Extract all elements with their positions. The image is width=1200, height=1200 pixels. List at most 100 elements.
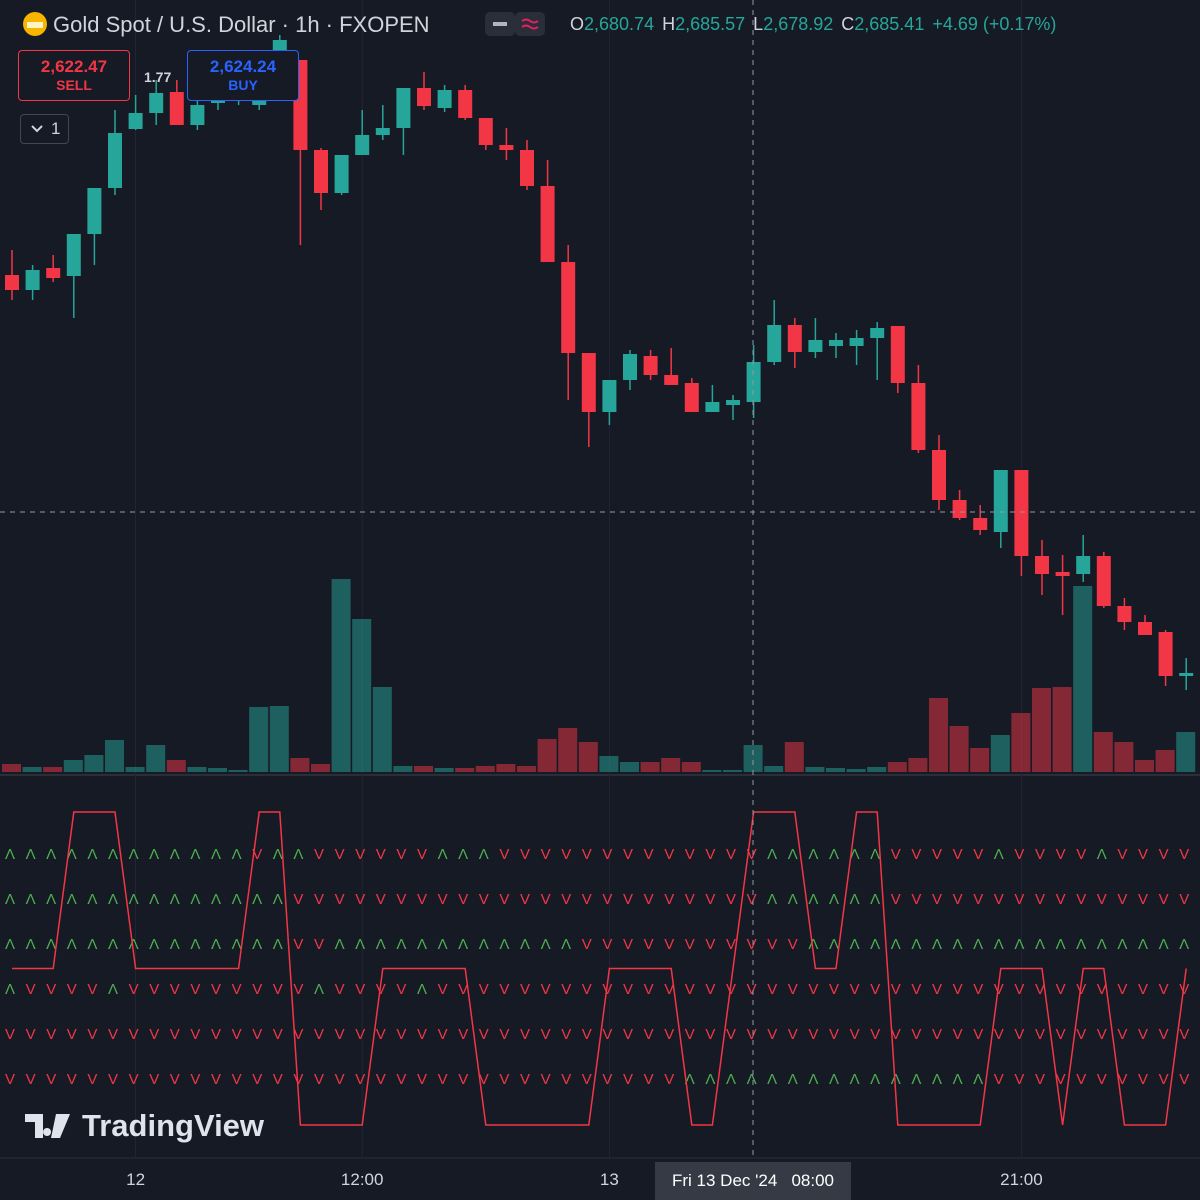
volume-bar xyxy=(63,760,83,772)
candle-body xyxy=(1055,572,1070,576)
volume-bar xyxy=(578,742,598,772)
volume-bar xyxy=(970,748,990,772)
candle-body xyxy=(149,93,164,113)
chevron xyxy=(31,125,43,133)
candle-body xyxy=(746,362,761,402)
candle-body xyxy=(829,340,843,346)
indicators-count: 1 xyxy=(51,119,61,138)
volume-bar xyxy=(22,767,42,772)
candle-body xyxy=(128,113,143,129)
candle-body xyxy=(561,262,576,353)
candle-body xyxy=(355,135,370,155)
candle-body xyxy=(581,353,596,412)
candle-body xyxy=(993,470,1008,532)
volume-bar xyxy=(661,758,681,772)
candle-body xyxy=(520,150,534,186)
candle-body xyxy=(932,450,946,500)
volume-bar xyxy=(990,735,1010,772)
volume-bar xyxy=(1155,750,1175,772)
volume-bar xyxy=(784,742,804,772)
volume-bar xyxy=(249,707,269,772)
candle-body xyxy=(108,133,122,188)
candle-body xyxy=(664,375,679,385)
sell-button[interactable]: 2,622.47 SELL xyxy=(18,50,130,101)
open: 2,680.74 xyxy=(584,14,655,34)
candle-body xyxy=(1076,556,1091,574)
volume-bar xyxy=(166,760,186,772)
candle-body xyxy=(1035,556,1049,574)
volume-bar xyxy=(805,767,825,772)
indicators-toggle[interactable]: 1 xyxy=(20,114,69,144)
volume-bar xyxy=(558,728,578,772)
volume-bar xyxy=(1011,713,1031,772)
volume-bar xyxy=(1176,732,1196,772)
volume-bar xyxy=(2,764,21,772)
candle-body xyxy=(890,326,905,383)
spread: 1.77 xyxy=(144,69,172,85)
symbol-icon-bar xyxy=(27,22,43,28)
volume-bar xyxy=(743,745,763,772)
candle-body xyxy=(952,500,967,518)
candle-body xyxy=(849,338,864,346)
volume-bar xyxy=(208,768,227,772)
o-label: O xyxy=(570,14,585,34)
volume-bar xyxy=(393,766,413,772)
candle-body xyxy=(602,380,617,412)
volume-bar xyxy=(1032,688,1051,772)
buy-price: 2,624.24 xyxy=(209,57,277,76)
x-tick-label: 13 xyxy=(599,1170,619,1189)
candle-body xyxy=(643,356,658,375)
volume-bar xyxy=(352,619,372,772)
candle-body xyxy=(314,150,328,193)
candle-body xyxy=(1117,606,1132,622)
volume-bar xyxy=(867,767,887,772)
volume-bar xyxy=(414,766,433,772)
l-label: L xyxy=(753,14,764,34)
volume-bar xyxy=(43,767,63,772)
candle-body xyxy=(437,90,452,108)
candle-body xyxy=(767,325,782,362)
volume-bar xyxy=(311,764,330,772)
volume-bar xyxy=(517,766,536,772)
toggle-b[interactable] xyxy=(515,12,545,36)
volume-bar xyxy=(496,764,516,772)
volume-bar xyxy=(1073,586,1093,772)
candle-body xyxy=(499,145,514,150)
candle-body xyxy=(1014,470,1029,556)
candle-body xyxy=(190,105,205,125)
candle-body xyxy=(684,383,699,412)
sell-label: SELL xyxy=(56,77,92,93)
volume-bar xyxy=(331,579,351,772)
x-tick-label: 12 xyxy=(126,1170,146,1189)
candle-body xyxy=(973,518,988,530)
volume-bar xyxy=(1114,742,1134,772)
candle-body xyxy=(870,328,885,338)
high: 2,685.57 xyxy=(675,14,746,34)
symbol-title[interactable]: Gold Spot / U.S. Dollar · 1h · FXOPEN xyxy=(53,12,430,37)
buy-button[interactable]: 2,624.24 BUY xyxy=(187,50,299,101)
volume-bar xyxy=(846,769,866,772)
volume-bar xyxy=(84,755,104,772)
candle-body xyxy=(478,118,493,145)
volume-bar xyxy=(1093,732,1113,772)
buy-label: BUY xyxy=(228,77,258,93)
crosshair-time: Fri 13 Dec '24 08:00 xyxy=(655,1162,851,1200)
candle-body xyxy=(787,325,802,352)
c-label: C xyxy=(841,14,855,34)
candle-body xyxy=(458,90,473,118)
candle-body xyxy=(705,402,720,412)
close: 2,685.41 xyxy=(854,14,925,34)
candle-body xyxy=(375,128,390,135)
candle-body xyxy=(66,234,81,276)
h-label: H xyxy=(662,14,676,34)
volume-bar xyxy=(455,768,475,772)
candle-body xyxy=(1138,622,1152,635)
volume-bar xyxy=(146,745,166,772)
volume-bar xyxy=(826,768,845,772)
candle-body xyxy=(46,268,61,278)
candle-body xyxy=(417,88,431,106)
candle-body xyxy=(540,186,555,262)
volume-bar xyxy=(1052,687,1072,772)
